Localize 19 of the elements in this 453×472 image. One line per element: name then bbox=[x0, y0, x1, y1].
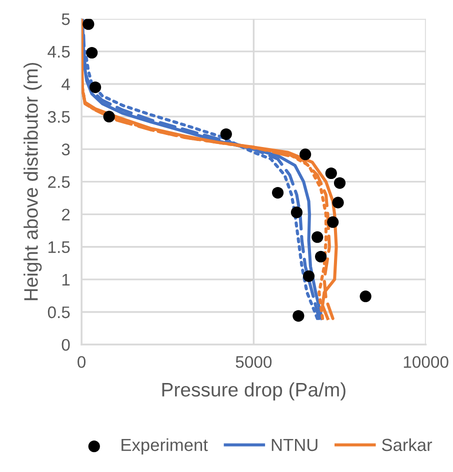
x-tick-label: 5000 bbox=[236, 356, 272, 368]
legend-label: NTNU bbox=[272, 438, 318, 452]
x-tick-label: 10000 bbox=[404, 356, 448, 368]
y-tick-label: 4.5 bbox=[48, 46, 70, 58]
y-tick-label: 0.5 bbox=[48, 306, 70, 318]
y-tick-label: 0 bbox=[62, 338, 70, 351]
y-tick-label: 3.5 bbox=[48, 110, 70, 123]
y-tick-label: 5 bbox=[62, 13, 70, 26]
y-axis-title: Height above distributor (m) bbox=[24, 62, 42, 300]
x-tick-label: 0 bbox=[78, 356, 86, 368]
y-tick-label: 1.5 bbox=[48, 241, 70, 254]
y-tick-label: 4 bbox=[62, 78, 70, 90]
y-tick-label: 2.5 bbox=[48, 176, 70, 188]
x-axis-title: Pressure drop (Pa/m) bbox=[162, 382, 346, 400]
legend-label: Sarkar bbox=[382, 438, 432, 452]
y-tick-label: 2 bbox=[62, 208, 70, 220]
y-tick-label: 3 bbox=[62, 144, 70, 156]
legend-label: Experiment bbox=[122, 438, 208, 455]
y-tick-label: 1 bbox=[62, 274, 70, 286]
